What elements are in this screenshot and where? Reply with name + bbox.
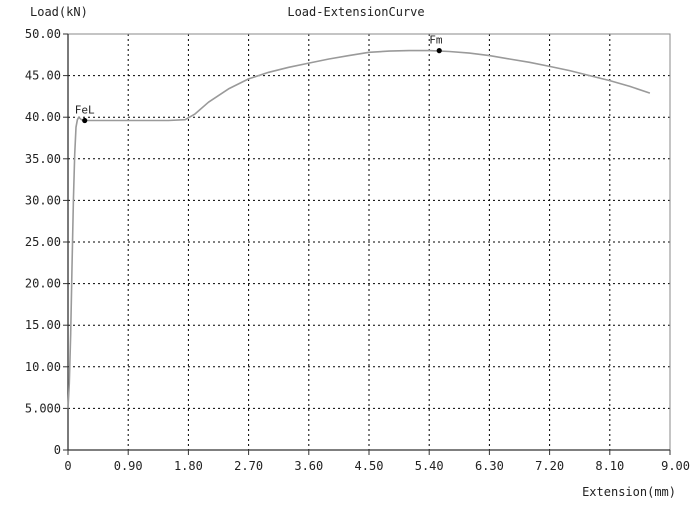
series-group	[67, 49, 651, 409]
x-tick-label: 0.90	[114, 459, 143, 473]
x-tick-label: 4.50	[355, 459, 384, 473]
y-tick-label: 45.00	[25, 69, 61, 83]
annotations-group: Fm FeL	[75, 34, 443, 124]
annotation-point	[82, 117, 88, 124]
series-line	[67, 49, 651, 409]
x-tick-label: 2.70	[234, 459, 263, 473]
y-axis-label: Load(kN)	[30, 5, 88, 19]
x-axis-label: Extension(mm)	[582, 485, 676, 499]
y-tick-label: 15.00	[25, 318, 61, 332]
y-tick-label: 40.00	[25, 110, 61, 124]
x-tick-label: 5.40	[415, 459, 444, 473]
x-tick-label: 7.20	[535, 459, 564, 473]
grid-lines	[68, 33, 671, 450]
y-tick-label: 5.000	[25, 401, 61, 415]
annotation-label: Fm	[429, 34, 443, 47]
x-tick-label: 3.60	[294, 459, 323, 473]
x-tick-label: 1.80	[174, 459, 203, 473]
y-tick-label: 35.00	[25, 152, 61, 166]
x-tick-labels: 0 0.90 1.80 2.70 3.60 4.50 5.40 6.30 7.20 8.10 9.0…	[64, 450, 690, 473]
y-tick-label: 50.00	[25, 27, 61, 41]
x-tick-label: 0	[64, 459, 71, 473]
chart-title: Load-ExtensionCurve	[287, 5, 424, 19]
x-tick-label: 9.00	[661, 459, 690, 473]
y-tick-label: 0	[54, 443, 61, 457]
x-tick-label: 6.30	[475, 459, 504, 473]
y-tick-label: 30.00	[25, 193, 61, 207]
y-tick-label: 25.00	[25, 235, 61, 249]
annotation-point	[436, 48, 442, 54]
x-tick-label: 8.10	[595, 459, 624, 473]
y-tick-labels: 0 5.000 10.00 15.00 20.00 25.00 30.00 35.00 40.0…	[25, 27, 68, 457]
annotation-label: FeL	[75, 104, 95, 117]
y-tick-label: 10.00	[25, 360, 61, 374]
y-tick-label: 20.00	[25, 277, 61, 291]
